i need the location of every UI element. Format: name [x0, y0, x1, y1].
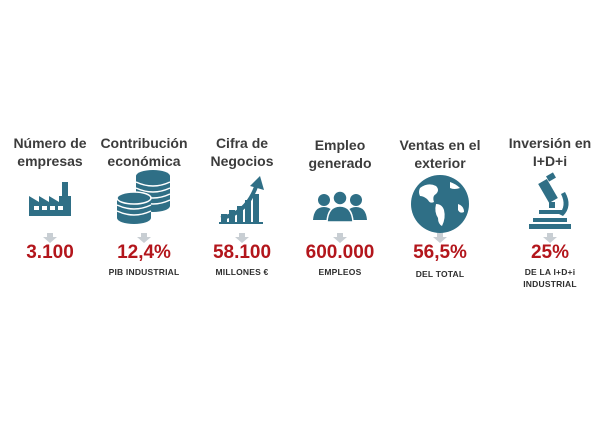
stat-title: Empleo generado — [308, 137, 372, 171]
stat-value: 600.000 — [305, 242, 375, 263]
stat-value: 58.100 — [212, 242, 272, 263]
coins-icon — [114, 168, 174, 231]
stat-value: 56,5% — [413, 242, 467, 263]
stat-title: Contribución económica — [100, 135, 188, 169]
stat-caption: PIB INDUSTRIAL — [108, 267, 180, 277]
stat-value: 12,4% — [117, 242, 171, 263]
stat-caption: DEL TOTAL — [415, 269, 465, 279]
stat-value: 25% — [530, 242, 570, 263]
stat-caption: DE LA I+D+i INDUSTRIAL — [523, 267, 577, 289]
down-arrow-icon — [543, 230, 557, 248]
stat-title: Inversión en I+D+i — [508, 135, 592, 169]
down-arrow-icon — [43, 230, 57, 248]
stat-title: Ventas en el exterior — [399, 137, 481, 171]
people-icon — [313, 190, 367, 227]
stat-caption: MILLONES € — [215, 267, 269, 277]
down-arrow-icon — [433, 230, 447, 248]
down-arrow-icon — [137, 230, 151, 248]
stat-title: Número de empresas — [13, 135, 87, 169]
stat-value: 3.100 — [26, 242, 74, 263]
down-arrow-icon — [235, 230, 249, 248]
down-arrow-icon — [333, 230, 347, 248]
factory-icon — [27, 180, 73, 223]
globe-icon — [410, 174, 470, 239]
stat-title: Cifra de Negocios — [210, 135, 274, 169]
growth-chart-icon — [217, 174, 267, 231]
microscope-icon — [525, 172, 575, 235]
stat-caption: EMPLEOS — [318, 267, 362, 277]
